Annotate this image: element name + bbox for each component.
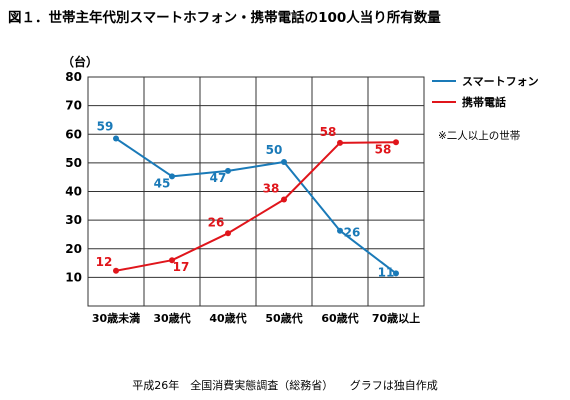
y-tick-label: 70: [65, 99, 82, 113]
y-tick-label: 80: [65, 70, 82, 84]
data-label: 26: [208, 215, 225, 229]
x-tick-label: 30歳未満: [92, 311, 140, 325]
source-note: 平成26年 全国消費実態調査（総務省） グラフは独自作成: [132, 379, 438, 392]
series-line-smartphone: [115, 137, 397, 275]
data-label: 59: [97, 120, 114, 134]
data-point: [393, 139, 399, 146]
data-label: 17: [173, 260, 190, 274]
data-point: [169, 257, 175, 264]
data-point: [113, 267, 119, 274]
data-label: 11: [378, 265, 395, 279]
data-label: 45: [154, 176, 171, 190]
data-label: 47: [210, 171, 227, 185]
data-point: [337, 227, 343, 234]
legend-swatch-smartphone: [432, 80, 456, 82]
data-point: [169, 173, 175, 180]
data-point: [281, 159, 287, 166]
data-label: 50: [266, 143, 283, 157]
y-axis-unit: （台）: [62, 54, 98, 69]
plot-frame: [87, 76, 425, 307]
legend-label-smartphone: スマートフォン: [462, 75, 539, 88]
y-tick-label: 10: [65, 270, 82, 284]
legend-label-mobile: 携帯電話: [462, 96, 506, 109]
data-point: [113, 135, 119, 142]
data-point: [225, 230, 231, 237]
y-tick-label: 50: [65, 156, 82, 170]
y-tick-label: 20: [65, 242, 82, 256]
data-point: [281, 196, 287, 203]
y-tick-label: 30: [65, 213, 82, 227]
data-label: 26: [344, 226, 361, 240]
x-tick-label: 50歳代: [265, 311, 302, 325]
y-tick-label: 40: [65, 185, 82, 199]
data-label: 58: [320, 125, 337, 139]
data-point: [337, 139, 343, 146]
legend-swatch-mobile: [432, 101, 456, 103]
data-label: 38: [263, 182, 280, 196]
x-tick-label: 30歳代: [153, 311, 190, 325]
data-point: [393, 270, 399, 277]
footnote: ※二人以上の世帯: [438, 130, 521, 142]
data-label: 58: [375, 142, 392, 156]
data-label: 12: [96, 255, 113, 269]
chart-title: 図１．世帯主年代別スマートホフォン・携帯電話の100人当り所有数量: [8, 10, 441, 26]
series-line-mobile: [115, 141, 397, 272]
y-tick-label: 60: [65, 127, 82, 141]
data-point: [225, 167, 231, 174]
x-tick-label: 60歳代: [321, 311, 358, 325]
x-tick-label: 70歳以上: [372, 311, 420, 325]
x-tick-label: 40歳代: [209, 311, 246, 325]
